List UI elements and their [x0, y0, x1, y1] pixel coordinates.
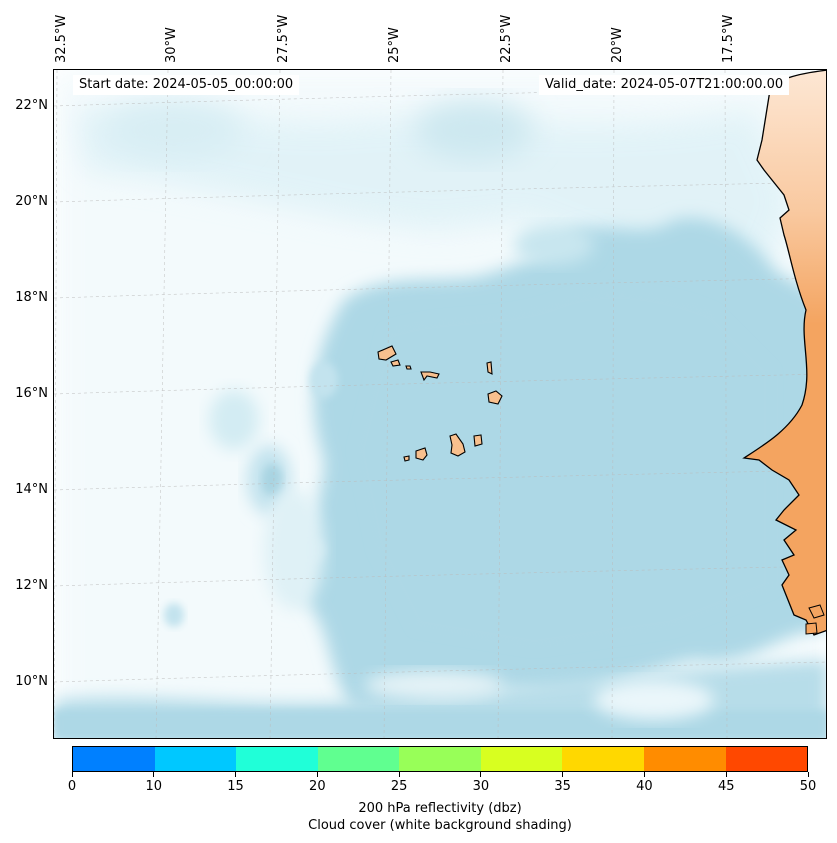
lon-label-20w: 20°W	[610, 27, 625, 63]
lon-label-22-5w: 22.5°W	[499, 14, 514, 63]
colorbar	[72, 746, 808, 772]
island-sal	[486, 361, 493, 375]
lon-label-30w: 30°W	[164, 27, 179, 63]
island-boa-vista	[487, 390, 503, 405]
cape-verde-islands	[377, 345, 503, 462]
start-date-label: Start date: 2024-05-05_00:00:00	[73, 75, 300, 95]
colorbar-tick	[153, 772, 155, 777]
map-panel	[53, 69, 827, 739]
island-sao-vicente	[390, 359, 401, 367]
lat-label-18n: 18°N	[15, 290, 48, 305]
graticule	[54, 70, 826, 738]
colorbar-sublabel: Cloud cover (white background shading)	[308, 818, 572, 833]
colorbar-segment	[154, 747, 237, 771]
island-santa-luzia	[405, 365, 412, 370]
island-brava	[403, 455, 410, 462]
colorbar-segment	[236, 747, 318, 771]
lon-label-17-5w: 17.5°W	[721, 14, 736, 63]
colorbar-tick	[316, 772, 318, 777]
lon-label-32-5w: 32.5°W	[54, 14, 69, 63]
island-maio	[473, 434, 483, 447]
colorbar-tick	[71, 772, 73, 777]
colorbar-tick	[398, 772, 400, 777]
colorbar-tick-label: 20	[309, 779, 326, 794]
colorbar-tick-label: 0	[67, 779, 77, 794]
colorbar-tick-label: 40	[636, 779, 653, 794]
map-canvas	[54, 70, 826, 738]
island-santiago	[449, 433, 466, 457]
colorbar-tick-label: 30	[472, 779, 490, 794]
lon-label-25w: 25°W	[387, 27, 402, 63]
valid-date-label: Valid_date: 2024-05-07T21:00:00.00	[539, 75, 790, 95]
lat-label-22n: 22°N	[15, 98, 48, 113]
cloud-cover-layer	[54, 70, 826, 738]
colorbar-segment	[317, 747, 400, 771]
island-santo-antao	[377, 345, 397, 361]
lat-label-14n: 14°N	[15, 482, 48, 497]
colorbar-segment	[643, 747, 726, 771]
colorbar-tick	[562, 772, 564, 777]
colorbar-segment	[562, 747, 644, 771]
lat-label-20n: 20°N	[15, 194, 48, 209]
island-fogo	[415, 447, 428, 461]
africa-land	[742, 70, 826, 636]
colorbar-tick-label: 25	[390, 779, 408, 794]
colorbar-tick-label: 35	[554, 779, 571, 794]
colorbar-label: 200 hPa reflectivity (dbz)	[358, 801, 522, 816]
colorbar-tick	[807, 772, 809, 777]
colorbar-tick	[480, 772, 482, 777]
colorbar-tick	[235, 772, 237, 777]
colorbar-tick-label: 15	[227, 779, 244, 794]
colorbar-segment	[480, 747, 563, 771]
colorbar-segment	[73, 747, 155, 771]
lat-label-10n: 10°N	[15, 674, 48, 689]
colorbar-tick-label: 10	[145, 779, 163, 794]
lat-label-12n: 12°N	[15, 578, 48, 593]
colorbar-tick-label: 45	[717, 779, 735, 794]
colorbar-tick	[725, 772, 727, 777]
colorbar-tick-label: 50	[799, 779, 817, 794]
lon-label-27-5w: 27.5°W	[276, 14, 291, 63]
lat-label-16n: 16°N	[15, 386, 48, 401]
colorbar-tick	[643, 772, 645, 777]
island-sao-nicolau	[420, 371, 440, 382]
colorbar-segment	[725, 747, 808, 771]
colorbar-segment	[399, 747, 481, 771]
